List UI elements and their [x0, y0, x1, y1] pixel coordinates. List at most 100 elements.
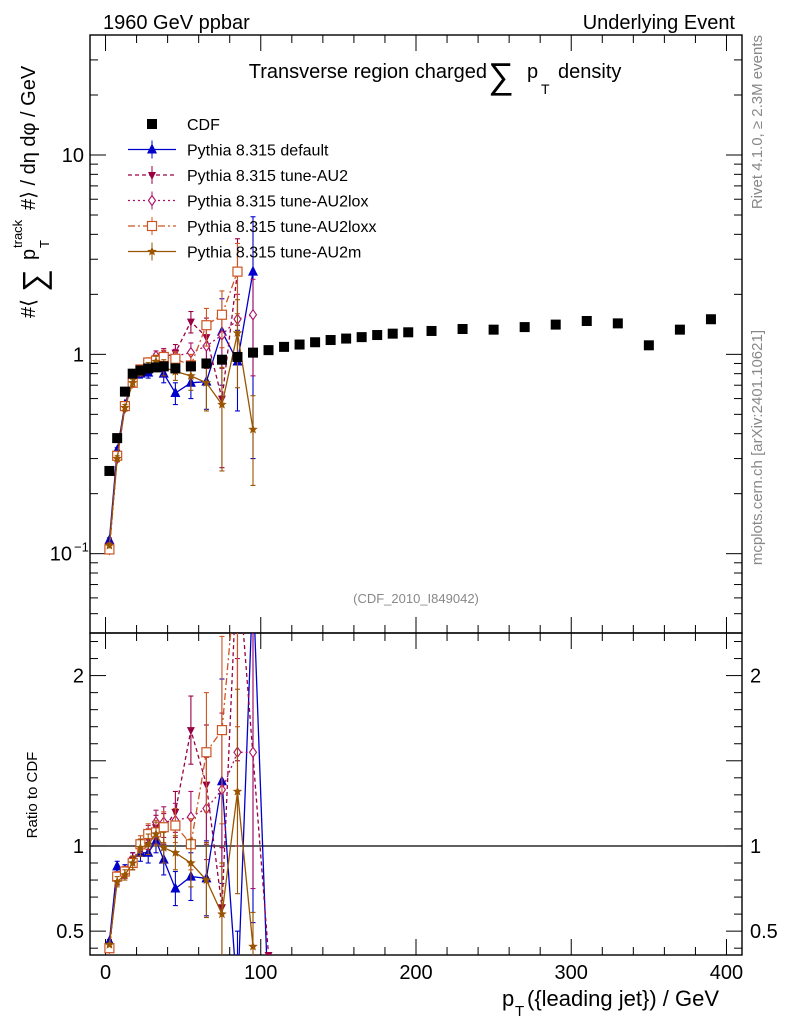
mcplots-label: mcplots.cern.ch [arXiv:2401.10621] [749, 330, 766, 565]
data-point-cdf [581, 315, 592, 326]
legend-marker [147, 194, 157, 207]
legend-marker [147, 119, 157, 129]
ratio-axes: 2 2 1 1 0.5 0.5 0 100 200 300 400 [56, 633, 778, 984]
data-point-au2loxx [201, 747, 212, 758]
data-point-au2m [104, 939, 115, 949]
header-left: 1960 GeV ppbar [103, 12, 250, 34]
data-point-cdf [150, 362, 161, 373]
ratio-y-tick-label-right: 1 [750, 836, 761, 858]
data-point-cdf [705, 314, 716, 325]
title-sum-symbol: ∑ [488, 55, 514, 96]
ratio-frame [89, 632, 743, 956]
data-point-au2 [264, 952, 273, 955]
ylabel-a: #⟨ [18, 299, 40, 318]
data-point-au2 [186, 727, 195, 736]
xlabel-p: p [502, 986, 514, 1011]
title-var: p [527, 61, 538, 83]
x-tick-label: 0 [100, 962, 111, 984]
data-point-default [264, 1002, 274, 1012]
data-point-cdf [612, 318, 623, 329]
data-point-cdf [488, 324, 499, 335]
main-ylabel: #⟨ ∑ p track T #⟩ / dη dφ / GeV [10, 65, 52, 318]
legend-label: Pythia 8.315 default [187, 143, 329, 160]
data-point-au2m [151, 829, 161, 839]
series-line-au2 [108, 633, 270, 955]
series-line-au2m [108, 791, 254, 947]
legend-label: Pythia 8.315 tune-AU2loxx [187, 219, 376, 236]
data-point-cdf [232, 351, 243, 362]
main-data [104, 216, 716, 556]
x-tick-label: 200 [399, 962, 432, 984]
data-point-au2m [186, 858, 196, 867]
data-point-au2m [217, 909, 227, 919]
data-point-cdf [643, 340, 654, 351]
data-point-cdf [248, 347, 258, 358]
data-point-cdf [325, 335, 336, 346]
xlabel-rest: ({leading jet}) / GeV [527, 986, 719, 1011]
legend-marker [147, 246, 157, 256]
data-point-au2m [120, 869, 130, 879]
x-tick-label: 400 [710, 962, 743, 984]
legend-item-default: Pythia 8.315 default [128, 140, 329, 160]
data-point-default [248, 576, 258, 586]
y-tick-label-exponent: −1 [74, 540, 89, 555]
data-point-au2m [104, 540, 115, 550]
ratio-y-tick-label-right: 0.5 [750, 921, 778, 943]
data-point-cdf [135, 365, 146, 376]
xlabel-sub: T [515, 1003, 524, 1020]
data-point-au2m [232, 328, 243, 337]
data-point-au2loxx [201, 320, 212, 331]
ratio-y-tick-label-right: 2 [750, 666, 761, 688]
data-point-cdf [310, 337, 321, 348]
ylabel-sub: T [37, 240, 52, 248]
data-point-cdf [519, 322, 530, 333]
legend-marker [147, 143, 157, 154]
ylabel-sup: track [10, 219, 25, 248]
data-point-cdf [170, 363, 181, 374]
data-point-au2m [217, 399, 227, 409]
series-au2lox [105, 278, 258, 556]
data-point-cdf [426, 325, 437, 336]
legend-marker [146, 220, 158, 232]
legend-item-au2m: Pythia 8.315 tune-AU2m [128, 242, 361, 262]
legend-label: Pythia 8.315 tune-AU2lox [187, 194, 368, 211]
legend-item-au2: Pythia 8.315 tune-AU2 [128, 166, 348, 185]
data-point-default [170, 882, 181, 893]
data-point-au2loxx [216, 725, 228, 736]
data-point-cdf [185, 361, 196, 372]
data-point-cdf [356, 332, 367, 343]
data-point-cdf [674, 324, 685, 335]
x-axis-label: p T ({leading jet}) / GeV [502, 986, 719, 1020]
rivet-label: Rivet 4.1.0, ≥ 2.3M events [749, 35, 766, 209]
data-point-au2lox [248, 746, 258, 759]
data-point-cdf [387, 328, 398, 339]
data-point-au2m [232, 786, 243, 796]
ylabel-b: #⟩ / dη dφ / GeV [18, 65, 40, 210]
data-point-au2m [143, 839, 153, 849]
data-point-cdf [372, 330, 383, 341]
data-point-cdf [143, 363, 154, 374]
data-point-au2m [112, 453, 122, 463]
data-point-cdf [119, 386, 130, 397]
legend-label: Pythia 8.315 tune-AU2m [187, 245, 361, 262]
data-point-au2m [186, 370, 196, 380]
data-point-au2m [127, 858, 138, 867]
data-point-au2m [170, 847, 181, 857]
data-point-cdf [201, 358, 212, 369]
data-point-au2m [127, 377, 138, 387]
data-point-default [112, 860, 123, 871]
ratio-y-tick-label-left: 1 [73, 836, 84, 858]
data-point-default [232, 993, 242, 1003]
ratio-ylabel: Ratio to CDF [24, 752, 41, 839]
data-point-au2loxx [232, 266, 243, 277]
header-right: Underlying Event [583, 12, 736, 34]
title-sub: T [541, 81, 550, 97]
data-point-cdf [279, 341, 290, 352]
data-point-au2m [201, 875, 212, 885]
data-point-au2m [248, 941, 258, 951]
y-tick-label: 10 [62, 145, 84, 167]
data-point-au2m [112, 876, 122, 886]
data-point-au2loxx [170, 353, 181, 364]
legend-marker [148, 172, 156, 180]
